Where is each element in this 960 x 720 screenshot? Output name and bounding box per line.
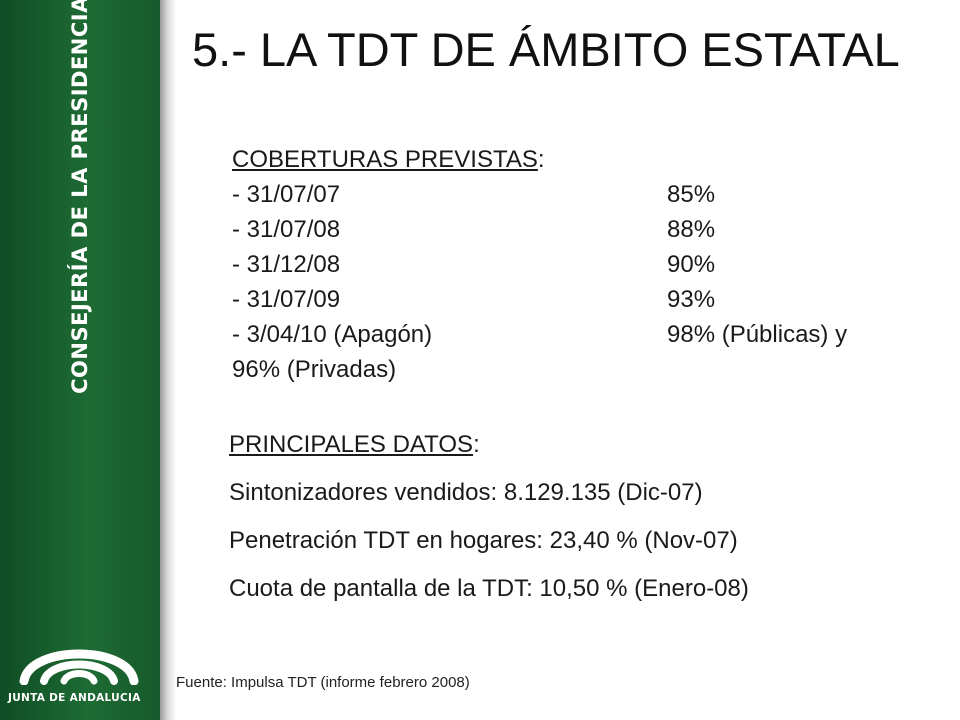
coverage-heading: COBERTURAS PREVISTAS:	[232, 146, 545, 173]
coverage-value: 90%	[667, 251, 716, 278]
main-data-line: Penetración TDT en hogares: 23,40 % (Nov…	[229, 527, 738, 554]
coverage-row: - 31/07/09 93%	[232, 282, 932, 317]
main-data-line: Cuota de pantalla de la TDT: 10,50 % (En…	[229, 575, 749, 602]
coverage-row: - 31/12/08 90%	[232, 247, 932, 282]
source-note: Fuente: Impulsa TDT (informe febrero 200…	[176, 674, 470, 691]
main-data-line: Sintonizadores vendidos: 8.129.135 (Dic-…	[229, 479, 703, 506]
coverage-row: - 3/04/10 (Apagón) 98% (Públicas) y	[232, 317, 932, 352]
sidebar-vertical-label: CONSEJERÍA DE LA PRESIDENCIA	[68, 0, 92, 394]
coverage-date: - 31/12/08	[232, 251, 341, 278]
coverage-value: 93%	[667, 286, 716, 313]
sidebar-edge-shading	[160, 0, 176, 720]
coverage-value: 88%	[667, 216, 716, 243]
coverage-value: 98% (Públicas) y	[667, 321, 848, 348]
coverage-date: - 3/04/10 (Apagón)	[232, 321, 433, 348]
coverage-continuation: 96% (Privadas)	[232, 356, 397, 383]
coverage-date: - 31/07/08	[232, 216, 341, 243]
coverage-row: - 31/07/08 88%	[232, 212, 932, 247]
coverage-row: - 31/07/07 85%	[232, 177, 932, 212]
coverage-value: 85%	[667, 181, 716, 208]
sidebar-band: CONSEJERÍA DE LA PRESIDENCIA JUNTA DE AN…	[0, 0, 160, 720]
main-data-heading: PRINCIPALES DATOS:	[229, 431, 480, 458]
page-title: 5.- LA TDT DE ÁMBITO ESTATAL	[192, 23, 900, 76]
main-data-section: PRINCIPALES DATOS: Sintonizadores vendid…	[229, 430, 949, 622]
sidebar-logo-text: JUNTA DE ANDALUCIA	[8, 692, 141, 704]
coverage-date: - 31/07/07	[232, 181, 341, 208]
coverage-date: - 31/07/09	[232, 286, 341, 313]
junta-andalucia-logo-icon	[19, 649, 139, 685]
coverage-section: COBERTURAS PREVISTAS: - 31/07/07 85% - 3…	[232, 142, 932, 387]
